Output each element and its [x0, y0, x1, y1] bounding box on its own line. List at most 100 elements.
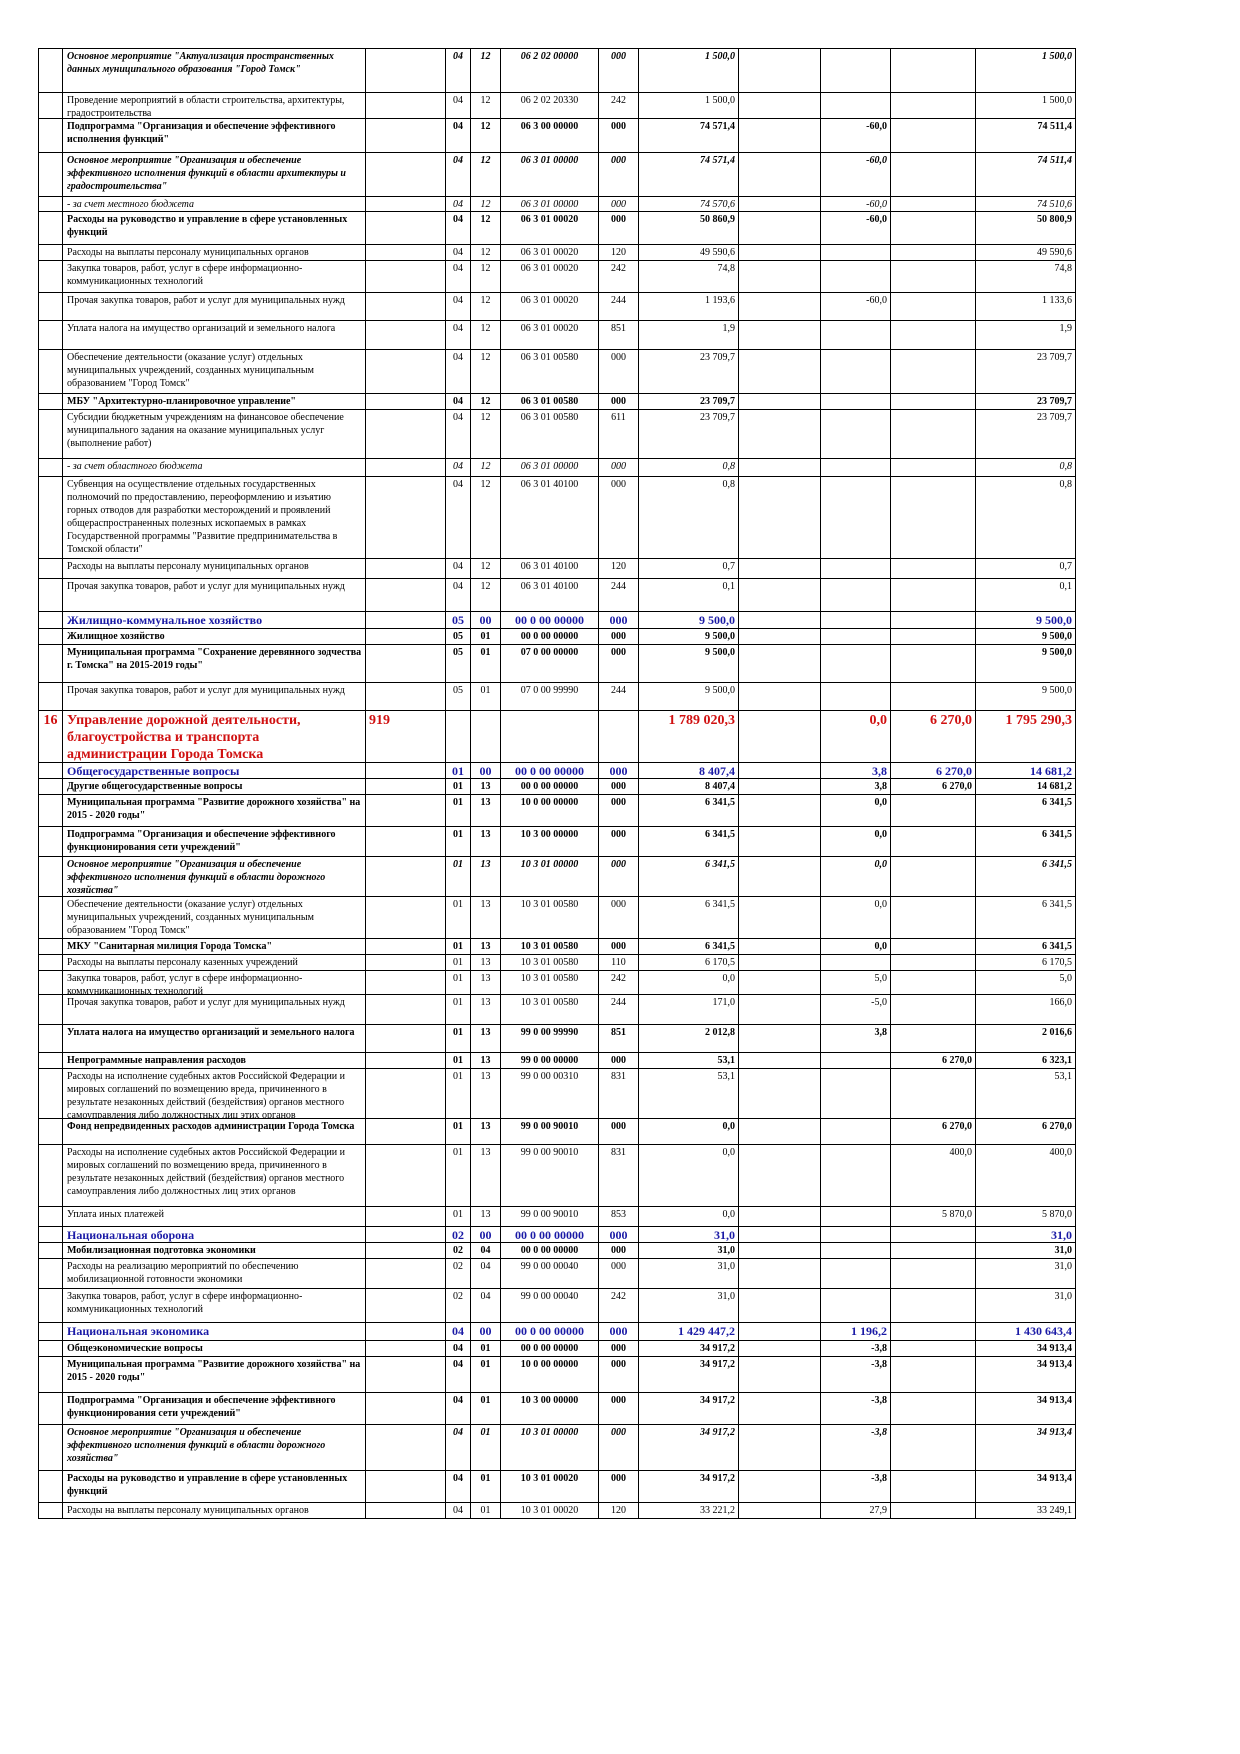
subsection: 13: [480, 941, 491, 952]
change: [821, 1119, 890, 1144]
cell: 10 3 01 00020: [500, 1502, 599, 1519]
row-number: [39, 1025, 62, 1052]
cell: 23 709,7: [975, 349, 1076, 394]
cell: [365, 409, 446, 459]
ministry-code: [366, 119, 445, 152]
cell: 244: [598, 578, 639, 612]
cell: [365, 1206, 446, 1227]
cell: [38, 896, 63, 939]
item-name: Другие общегосударственные вопросы: [67, 781, 243, 792]
cell: 244: [598, 292, 639, 321]
expense-type: 000: [611, 121, 626, 132]
subsection: 00: [479, 1228, 492, 1242]
ministry-code: [366, 1503, 445, 1518]
expense-type: 000: [611, 781, 626, 792]
expense-type: 000: [611, 51, 626, 62]
item-name: Общеэкономические вопросы: [67, 1343, 203, 1354]
subsection: 13: [480, 957, 491, 968]
expense-type: 000: [611, 155, 626, 166]
cell: [890, 292, 976, 321]
cell: 74,8: [638, 260, 739, 293]
cell: Расходы на выплаты персоналу муниципальн…: [62, 558, 366, 579]
empty: [739, 1025, 820, 1052]
cell: Расходы на выплаты персоналу муниципальн…: [62, 1502, 366, 1519]
cell: [365, 896, 446, 939]
amount: 34 917,2: [700, 1395, 735, 1406]
cell: Основное мероприятие "Актуализация прост…: [62, 48, 366, 93]
change: [821, 1145, 890, 1206]
expense-type: 000: [611, 352, 626, 363]
change: 0,0: [874, 797, 888, 808]
cell: Основное мероприятие "Организация и обес…: [62, 856, 366, 897]
cell: 000: [598, 118, 639, 153]
change: [821, 394, 890, 409]
cell: [738, 1206, 821, 1227]
cell: 13: [470, 1052, 501, 1069]
cell: 04: [470, 1258, 501, 1289]
cell: [38, 558, 63, 579]
cell: [738, 1144, 821, 1207]
cell: - за счет областного бюджета: [62, 458, 366, 477]
total: 5 870,0: [1042, 1209, 1072, 1220]
cell: 12: [470, 349, 501, 394]
cell: [38, 1502, 63, 1519]
cell: 10 3 01 00580: [500, 970, 599, 995]
change-2: [891, 321, 975, 349]
ministry-code: [366, 779, 445, 794]
amount: 53,1: [717, 1055, 736, 1066]
ministry-code: [366, 245, 445, 260]
change: 3,8: [874, 1027, 888, 1038]
cell: 6 270,0: [890, 710, 976, 763]
subsection: 01: [480, 1343, 491, 1354]
cell: 02: [445, 1288, 471, 1323]
amount: 0,1: [722, 581, 736, 592]
cell: 0,0: [638, 1118, 739, 1145]
empty: [739, 612, 820, 628]
cell: 10 0 00 00000: [500, 1356, 599, 1393]
ministry-code: [366, 955, 445, 970]
cell: 12: [470, 458, 501, 477]
ministry-code: [366, 1053, 445, 1068]
ministry-code: [366, 1119, 445, 1144]
cell: [365, 994, 446, 1025]
target-article: 10 3 01 00020: [520, 1505, 579, 1516]
cell: 01: [445, 794, 471, 827]
expense-type: [599, 711, 638, 762]
cell: [365, 393, 446, 410]
table-row: Обеспечение деятельности (оказание услуг…: [38, 896, 1076, 939]
cell: 74 570,6: [638, 196, 739, 212]
cell: [738, 458, 821, 477]
cell: Расходы на выплаты персоналу муниципальн…: [62, 244, 366, 261]
total: 34 913,4: [1037, 1395, 1072, 1406]
item-name: Уплата налога на имущество организаций и…: [67, 323, 336, 334]
cell: [738, 393, 821, 410]
target-article: 10 3 00 00000: [520, 829, 579, 840]
cell: 06 3 01 00000: [500, 196, 599, 212]
cell: [890, 409, 976, 459]
subsection: 12: [480, 51, 491, 62]
cell: [890, 118, 976, 153]
cell: 6 270,0: [890, 778, 976, 795]
table-row: Основное мероприятие "Организация и обес…: [38, 856, 1076, 897]
cell: Общегосударственные вопросы: [62, 762, 366, 779]
cell: [365, 48, 446, 93]
change-2: [891, 1259, 975, 1288]
row-number: [39, 645, 62, 682]
cell: Подпрограмма "Организация и обеспечение …: [62, 826, 366, 857]
cell: 23 709,7: [638, 409, 739, 459]
row-number: [39, 93, 62, 118]
cell: [820, 1226, 891, 1243]
section: 04: [453, 396, 463, 407]
total: 1 430 643,4: [1015, 1324, 1072, 1338]
cell: 74 511,4: [975, 118, 1076, 153]
target-article: 00 0 00 00000: [520, 1343, 579, 1354]
cell: [38, 611, 63, 629]
item-name: Жилищно-коммунальное хозяйство: [67, 613, 263, 627]
amount: 34 917,2: [700, 1473, 735, 1484]
target-article: 99 0 00 99990: [520, 1027, 579, 1038]
cell: -3,8: [820, 1356, 891, 1393]
change: -60,0: [866, 155, 887, 166]
cell: -3,8: [820, 1392, 891, 1425]
cell: 9 500,0: [975, 611, 1076, 629]
cell: 23 709,7: [975, 409, 1076, 459]
